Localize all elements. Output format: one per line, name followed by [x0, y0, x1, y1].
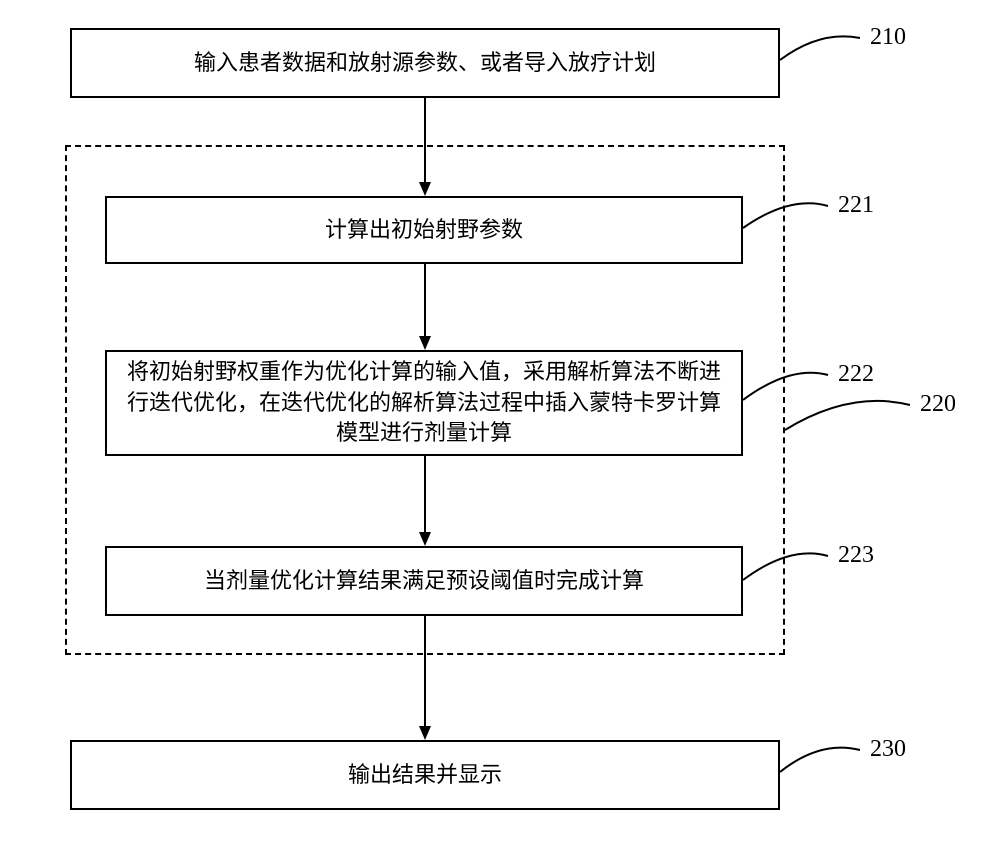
node-221-text: 计算出初始射野参数 [325, 215, 523, 246]
node-221: 计算出初始射野参数 [105, 196, 743, 264]
flowchart-canvas: 输入患者数据和放射源参数、或者导入放疗计划 计算出初始射野参数 将初始射野权重作… [0, 0, 1000, 859]
node-222: 将初始射野权重作为优化计算的输入值，采用解析算法不断进行迭代优化，在迭代优化的解… [105, 350, 743, 456]
arrow-222-223-line [424, 456, 426, 532]
label-220: 220 [920, 391, 956, 418]
arrow-223-230-line [424, 616, 426, 726]
label-210: 210 [870, 24, 906, 51]
node-230-text: 输出结果并显示 [348, 760, 502, 791]
node-222-text: 将初始射野权重作为优化计算的输入值，采用解析算法不断进行迭代优化，在迭代优化的解… [127, 357, 721, 449]
node-210-text: 输入患者数据和放射源参数、或者导入放疗计划 [194, 48, 656, 79]
node-230: 输出结果并显示 [70, 740, 780, 810]
label-230: 230 [870, 736, 906, 763]
node-210: 输入患者数据和放射源参数、或者导入放疗计划 [70, 28, 780, 98]
arrow-210-221-line [424, 98, 426, 182]
node-223-text: 当剂量优化计算结果满足预设阈值时完成计算 [204, 566, 644, 597]
arrow-210-221-head [419, 182, 431, 196]
label-222: 222 [838, 361, 874, 388]
label-221: 221 [838, 192, 874, 219]
arrow-222-223-head [419, 532, 431, 546]
arrow-221-222-line [424, 264, 426, 336]
label-223: 223 [838, 542, 874, 569]
arrow-223-230-head [419, 726, 431, 740]
node-223: 当剂量优化计算结果满足预设阈值时完成计算 [105, 546, 743, 616]
arrow-221-222-head [419, 336, 431, 350]
